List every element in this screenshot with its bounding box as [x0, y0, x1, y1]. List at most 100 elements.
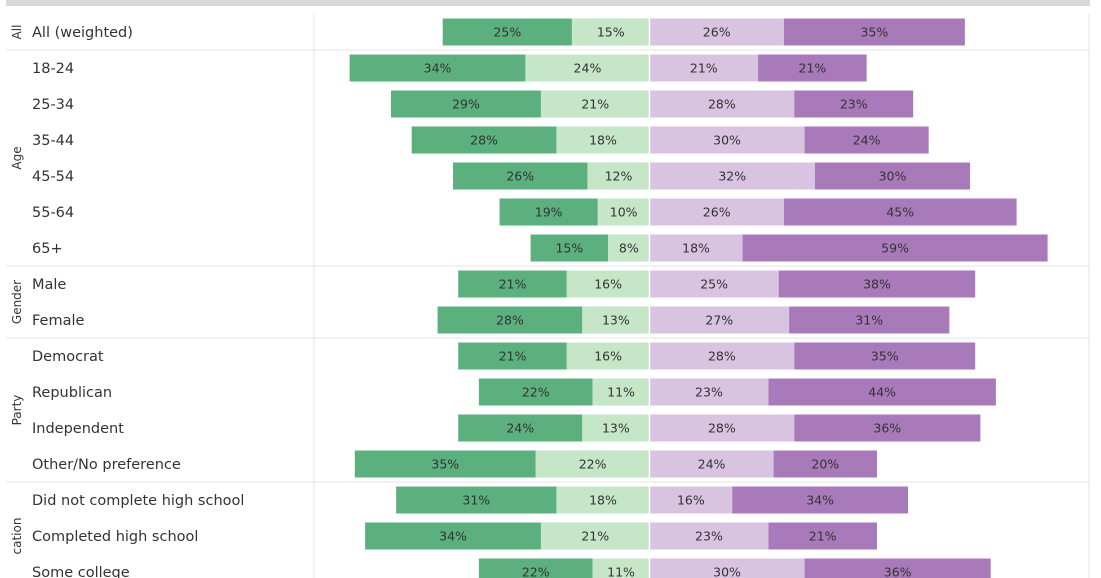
bar-value-label: 28% [470, 133, 498, 148]
group-label: Gender [10, 280, 24, 324]
bar-segment [587, 162, 650, 190]
bar-value-label: 30% [713, 133, 741, 148]
bar-value-label: 35% [860, 25, 888, 40]
row-label: Democrat [32, 349, 104, 365]
bar-value-label: 30% [879, 169, 907, 184]
bar-segment [649, 450, 774, 478]
bar-value-label: 21% [499, 349, 527, 364]
bar-segment [354, 450, 536, 478]
row-label: 25-34 [32, 97, 74, 113]
bar-value-label: 35% [871, 349, 899, 364]
row-label: Other/No preference [32, 457, 181, 473]
row-label: Republican [32, 385, 112, 401]
bar-segment [592, 558, 650, 578]
bar-value-label: 29% [452, 97, 480, 112]
bar-segment [649, 486, 733, 514]
bar-segment [566, 270, 650, 298]
bar-value-label: 35% [431, 457, 459, 472]
bar-segment [773, 450, 877, 478]
bar-segment [396, 486, 557, 514]
bar-segment [571, 18, 650, 46]
bar-value-label: 26% [703, 25, 731, 40]
bar-value-label: 28% [708, 349, 736, 364]
bar-segment [442, 18, 572, 46]
bar-segment [649, 558, 805, 578]
bar-value-label: 34% [806, 493, 834, 508]
bar-segment [649, 18, 784, 46]
bar-value-label: 26% [506, 169, 534, 184]
bar-value-label: 21% [499, 277, 527, 292]
bar-segment [535, 450, 650, 478]
bar-value-label: 18% [682, 241, 710, 256]
bar-segment [804, 558, 991, 578]
bar-segment [649, 234, 743, 262]
bar-value-label: 21% [798, 61, 826, 76]
bar-value-label: 36% [884, 565, 912, 578]
bar-segment [732, 486, 908, 514]
row-label: 45-54 [32, 169, 74, 185]
bar-value-label: 21% [809, 529, 837, 544]
bar-value-label: 24% [698, 457, 726, 472]
bar-value-label: 21% [581, 97, 609, 112]
bar-value-label: 18% [589, 133, 617, 148]
row-label: All (weighted) [32, 25, 133, 41]
row-label: Female [32, 313, 85, 329]
row-label: 65+ [32, 241, 63, 257]
bar-segment [789, 306, 950, 334]
bar-segment [649, 198, 784, 226]
row-label: Male [32, 277, 66, 293]
bar-segment [525, 54, 650, 82]
bar-value-label: 16% [594, 277, 622, 292]
bar-segment [540, 522, 650, 550]
bar-segment [566, 342, 650, 370]
bar-value-label: 13% [602, 313, 630, 328]
bar-value-label: 12% [605, 169, 633, 184]
group-label: Age [10, 146, 24, 169]
bar-value-label: 24% [853, 133, 881, 148]
bar-segment [556, 126, 650, 154]
bar-value-label: 16% [677, 493, 705, 508]
bar-segment [768, 522, 877, 550]
bar-value-label: 28% [708, 97, 736, 112]
bar-value-label: 24% [574, 61, 602, 76]
bar-value-label: 19% [535, 205, 563, 220]
bar-value-label: 27% [705, 313, 733, 328]
bar-segment [758, 54, 867, 82]
bar-segment [804, 126, 929, 154]
group-label: All [10, 25, 24, 40]
bar-value-label: 18% [589, 493, 617, 508]
bar-value-label: 11% [607, 385, 635, 400]
bar-value-label: 23% [695, 529, 723, 544]
bar-value-label: 21% [690, 61, 718, 76]
bar-segment [742, 234, 1048, 262]
bar-value-label: 28% [708, 421, 736, 436]
bar-segment [649, 522, 769, 550]
bar-value-label: 32% [718, 169, 746, 184]
bar-segment [582, 306, 650, 334]
row-label: 55-64 [32, 205, 74, 221]
group-label: Party [10, 395, 24, 426]
bar-value-label: 24% [506, 421, 534, 436]
bar-segment [582, 414, 650, 442]
bar-segment [499, 198, 598, 226]
bar-value-label: 22% [522, 385, 550, 400]
bar-segment [597, 198, 650, 226]
bar-value-label: 16% [594, 349, 622, 364]
bar-value-label: 8% [619, 241, 639, 256]
bar-value-label: 10% [610, 205, 638, 220]
bar-value-label: 31% [462, 493, 490, 508]
bar-value-label: 59% [881, 241, 909, 256]
row-label: Completed high school [32, 529, 198, 545]
bar-value-label: 25% [700, 277, 728, 292]
bar-segment [592, 378, 650, 406]
bar-value-label: 13% [602, 421, 630, 436]
bar-segment [556, 486, 650, 514]
row-label: 18-24 [32, 61, 74, 77]
bar-segment [411, 126, 557, 154]
bar-segment [649, 54, 759, 82]
bar-value-label: 22% [579, 457, 607, 472]
bar-segment [608, 234, 650, 262]
bar-segment [365, 522, 541, 550]
bar-segment [794, 414, 981, 442]
